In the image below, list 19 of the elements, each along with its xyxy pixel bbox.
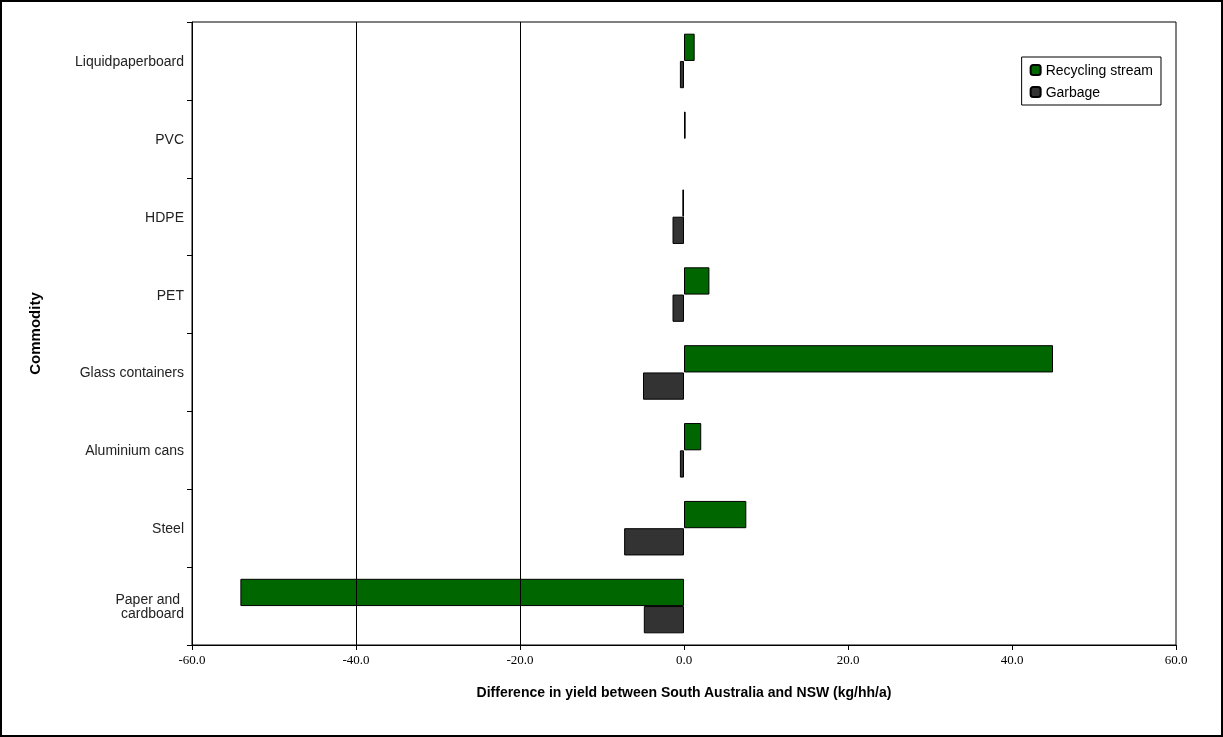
y-tick-label: Paper and cardboard [115, 591, 184, 622]
y-axis-title: Commodity [26, 291, 43, 375]
x-axis-title: Difference in yield between South Australia and NSW (kg/hh/a) [476, 684, 892, 700]
y-tick-label: Steel [152, 520, 184, 537]
y-tick-label: Aluminium cans [85, 442, 184, 459]
y-tick-label: Liquidpaperboard [75, 52, 184, 69]
x-tick-label: -40.0 [342, 652, 370, 667]
x-tick-label: -60.0 [178, 652, 206, 667]
legend-label: Recycling stream [1045, 62, 1154, 78]
y-tick-label: HDPE [145, 208, 184, 225]
y-tick-label: PVC [155, 130, 184, 147]
y-tick-label: PET [156, 286, 185, 303]
legend-label: Garbage [1045, 84, 1101, 100]
x-tick-label: 40.0 [1000, 652, 1024, 667]
x-tick-label: 60.0 [1164, 652, 1188, 667]
y-tick-label: Glass containers [79, 364, 184, 381]
x-tick-label: -20.0 [506, 652, 534, 667]
x-tick-label: 0.0 [675, 652, 693, 667]
x-tick-label: 20.0 [836, 652, 860, 667]
